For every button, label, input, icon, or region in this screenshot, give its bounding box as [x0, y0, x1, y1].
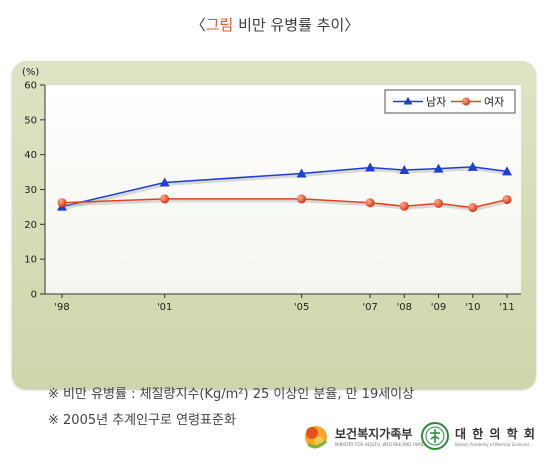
x-tick-label: '08: [397, 302, 412, 313]
legend: 남자 여자: [384, 89, 516, 114]
data-point-male: [365, 162, 376, 172]
data-point-female: [502, 195, 512, 205]
data-point-male: [502, 166, 512, 176]
academy-tagline: Korean Academy of Medical Sciences: [455, 442, 530, 447]
y-tick-label: 10: [24, 255, 37, 266]
title-highlight: 그림: [205, 16, 234, 34]
series-line-shadow: [63, 167, 509, 211]
academy-logo: 대 한 의 학 회 Korean Academy of Medical Scie…: [420, 421, 536, 451]
title-prefix: 〈: [190, 16, 206, 34]
plot-area: [45, 85, 521, 294]
title-rest: 비만 유병률 추이〉: [233, 16, 360, 34]
axes: 0 10 20 30 40 50 60 '98 '01 '05 '07 '08 '09 '10 '11: [24, 81, 521, 313]
data-point-female: [365, 198, 375, 208]
data-point-female: [297, 194, 307, 204]
figure-title: 〈그림 비만 유병률 추이〉: [0, 14, 550, 35]
x-tick-label: '05: [294, 302, 309, 313]
data-point-female: [57, 198, 67, 208]
data-point-male: [399, 164, 410, 174]
obesity-trend-chart: (%) 0 10 20 30 40 50 60 '98 '01 '05 '07 '08 '09 '10 '1…: [22, 67, 521, 313]
data-point-female: [399, 201, 409, 211]
chart-panel: (%) 0 10 20 30 40 50 60 '98 '01 '05 '07 '08 '09 '10 '1…: [12, 61, 536, 428]
academy-name: 대 한 의 학 회: [455, 427, 536, 441]
y-tick-label: 20: [24, 220, 37, 231]
data-point-female: [468, 203, 478, 213]
legend-box: [384, 89, 516, 114]
ministry-logo: 보건복지가족부 MINISTRY FOR HEALTH, WELFARE AND…: [302, 421, 443, 451]
y-tick-label: 30: [24, 185, 37, 196]
series-line-female: [61, 198, 508, 209]
x-tick-label: '01: [157, 302, 172, 313]
y-tick-label: 50: [24, 115, 37, 126]
legend-male-marker: [403, 97, 413, 105]
data-point-male: [467, 161, 478, 171]
series-markers: [57, 161, 512, 213]
legend-female-marker: [462, 97, 470, 106]
x-tick-label: '98: [54, 302, 69, 313]
x-tick-label: '09: [431, 302, 446, 313]
y-tick-label: 0: [31, 290, 37, 301]
data-point-male: [159, 177, 170, 187]
legend-female-label: 여자: [484, 96, 504, 109]
x-tick-label: '07: [362, 302, 377, 313]
ministry-name: 보건복지가족부: [335, 427, 413, 441]
unit-label: (%): [22, 67, 39, 78]
x-tick-label: '11: [499, 302, 514, 313]
data-point-male: [433, 163, 444, 173]
legend-male-label: 남자: [426, 96, 446, 109]
series-line-male: [61, 166, 508, 208]
footnote-standardization: ※ 2005년 추계인구로 연령표준화: [48, 413, 236, 428]
data-point-female: [434, 198, 444, 208]
ministry-emblem-icon: [305, 426, 328, 449]
footnote-definition: ※ 비만 유병률 : 체질량지수(Kg/m²) 25 이상인 분율, 만 19세…: [48, 387, 415, 402]
x-tick-label: '10: [465, 302, 480, 313]
academy-seal-icon: [421, 422, 449, 450]
ministry-tagline: MINISTRY FOR HEALTH, WELFARE AND FAMILY …: [335, 442, 444, 447]
y-tick-label: 60: [24, 81, 37, 92]
data-point-male: [296, 168, 307, 178]
data-point-female: [160, 194, 170, 204]
y-tick-label: 40: [24, 150, 37, 161]
